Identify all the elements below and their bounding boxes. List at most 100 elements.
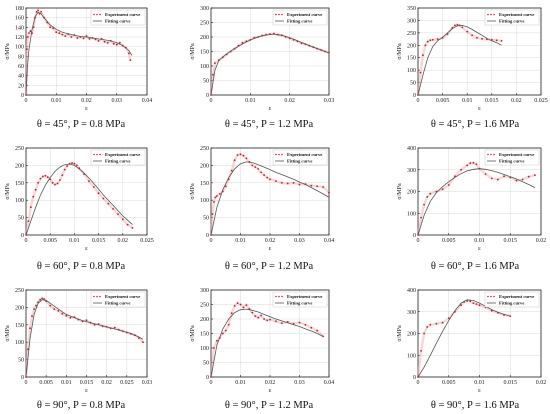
experiment-point (57, 310, 60, 312)
x-tick-label: 0.03 (324, 98, 335, 104)
x-tick-label: 0.025 (120, 380, 134, 386)
legend-label-experiment: Experiment curve (287, 152, 322, 157)
legend-marker-experiment (275, 13, 277, 16)
x-tick-label: 0.02 (265, 238, 276, 244)
experiment-point (495, 39, 498, 42)
experiment-point (423, 203, 425, 206)
experiment-point (424, 44, 427, 47)
y-tick-label: 250 (200, 21, 209, 27)
experiment-point (266, 319, 268, 322)
experiment-point (251, 164, 254, 167)
experiment-point (58, 32, 61, 34)
fitting-curve-line (210, 33, 330, 96)
legend-marker-experiment (96, 153, 98, 156)
x-tick-label: 0.01 (69, 238, 80, 244)
x-tick-label: 0 (25, 380, 28, 386)
experiment-point (93, 323, 96, 326)
x-tick-label: 0.01 (235, 380, 246, 386)
x-tick-label: 0.015 (80, 380, 94, 386)
experiment-point (218, 193, 221, 195)
legend-label-fitting: Fitting curve (287, 19, 312, 24)
y-tick-label: 0 (21, 375, 24, 381)
legend-marker-experiment (278, 153, 280, 156)
x-tick-label: 0.02 (118, 238, 129, 244)
experiment-point (33, 308, 35, 310)
experiment-point (103, 40, 106, 43)
legend-box (272, 149, 328, 166)
experiment-point (260, 314, 262, 317)
experiment-point (441, 321, 444, 324)
y-tick-label: 150 (15, 181, 24, 187)
legend-label-experiment: Experiment curve (287, 12, 322, 17)
experiment-point (115, 43, 118, 46)
panel-title: θ = 45°, P = 0.8 MPa (37, 119, 126, 130)
experiment-point (216, 195, 218, 197)
y-tick-label: 60 (18, 64, 24, 70)
x-tick-label: 0 (25, 238, 28, 244)
legend-marker-experiment (281, 153, 283, 156)
experiment-point (127, 52, 130, 55)
legend-marker-experiment (278, 295, 280, 298)
y-tick-label: 80 (18, 54, 24, 60)
experiment-point (97, 192, 100, 195)
legend-box (484, 149, 540, 166)
experiment-point (471, 34, 473, 37)
legend-marker-experiment (93, 153, 95, 156)
legend-marker-experiment (96, 13, 98, 16)
y-tick-label: 250 (200, 303, 209, 309)
y-tick-label: 200 (407, 190, 416, 196)
y-tick-label: 100 (200, 64, 209, 70)
legend-marker-experiment (96, 295, 98, 298)
legend-label-fitting: Fitting curve (105, 19, 130, 24)
experiment-point (469, 162, 472, 165)
y-tick-label: 100 (407, 353, 416, 359)
legend-marker-experiment (278, 13, 280, 16)
x-tick-label: 0.005 (442, 238, 456, 244)
y-tick-label: 40 (18, 74, 24, 80)
experiment-point (490, 309, 493, 312)
y-axis-label: σ/MPa (190, 325, 196, 342)
legend-box (90, 291, 146, 308)
experiment-point (429, 323, 432, 326)
experiment-point (214, 62, 216, 64)
experiment-point (269, 178, 271, 181)
experiment-point (233, 305, 236, 307)
experiment-point (55, 31, 58, 34)
legend-marker-experiment (281, 295, 283, 298)
y-tick-label: 100 (15, 45, 24, 51)
experiment-point (426, 40, 429, 43)
chart-panel: 0 0.01 0.02 0.03 0 50 100 150 200 250 300 ε σ/MPa Exp… (190, 6, 334, 130)
y-tick-label: 0 (413, 93, 416, 99)
experiment-point (431, 38, 434, 41)
y-tick-label: 0 (413, 375, 416, 381)
x-tick-label: 0 (417, 380, 420, 386)
experiment-point (304, 323, 307, 326)
experiment-point (230, 312, 233, 315)
legend-box (90, 149, 146, 166)
experiment-point (54, 183, 56, 186)
x-tick-label: 0 (210, 380, 213, 386)
x-tick-label: 0.04 (142, 98, 153, 104)
legend-marker-experiment (93, 295, 95, 298)
chart-panel: 0 0.005 0.01 0.015 0.02 0 100 200 300 400 ε σ/MPa Ex… (397, 288, 546, 411)
experiment-point (292, 322, 295, 325)
panel-title: θ = 90°, P = 1.2 MPa (225, 400, 314, 411)
experiment-point (112, 42, 115, 45)
experiment-point (441, 188, 444, 191)
x-tick-label: 0 (210, 238, 213, 244)
chart-panel: 0 0.01 0.02 0.03 0.04 0 50 100 150 200 250 ε σ/MPa Ex… (190, 146, 334, 272)
experiment-point (328, 191, 330, 194)
x-axis-label: ε (478, 245, 481, 252)
experiment-point (34, 188, 37, 191)
experiment-point (76, 37, 79, 39)
y-tick-label: 300 (200, 288, 209, 294)
x-axis-label: ε (269, 387, 272, 394)
legend-label-experiment: Experiment curve (499, 294, 534, 299)
x-tick-label: 0.04 (324, 380, 335, 386)
experiment-point (29, 30, 32, 33)
experiment-point (298, 183, 301, 186)
experiment-point (117, 213, 119, 216)
x-tick-label: 0.01 (51, 98, 62, 104)
legend-marker-experiment (99, 13, 101, 16)
